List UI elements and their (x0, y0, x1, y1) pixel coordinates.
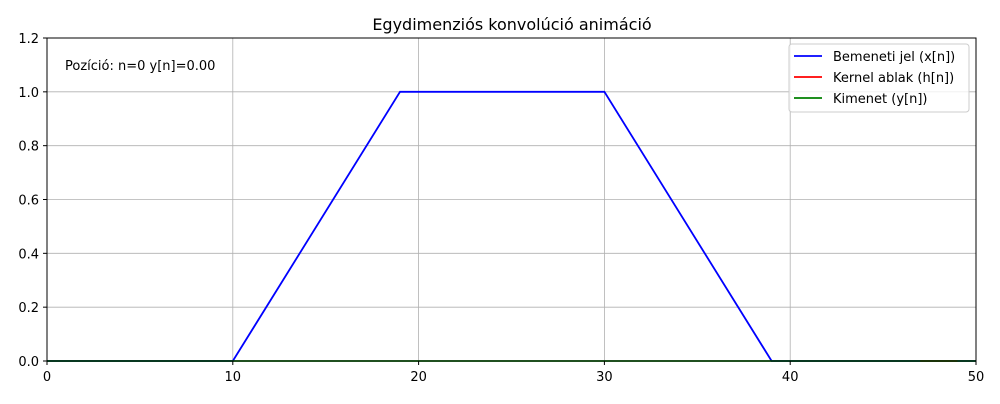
y-tick-label: 0.0 (18, 355, 39, 370)
x-tick-label: 30 (596, 370, 613, 385)
y-tick-label: 1.2 (18, 32, 39, 47)
chart-title: Egydimenziós konvolúció animáció (372, 15, 651, 34)
x-tick-label: 0 (43, 370, 51, 385)
legend-label-2: Kernel ablak (h[n]) (833, 71, 954, 86)
legend-label-3: Kimenet (y[n]) (833, 92, 928, 107)
y-tick-label: 0.2 (18, 301, 39, 316)
legend-box (788, 43, 970, 113)
legend-label-1: Bemeneti jel (x[n]) (833, 50, 955, 65)
axis-ticks: 0 10 20 30 40 50 0.0 0.2 0.4 0.6 0.8 1.0 1.2 (18, 32, 984, 385)
x-tick-label: 10 (225, 370, 242, 385)
x-tick-label: 50 (968, 370, 985, 385)
y-tick-label: 0.6 (18, 194, 39, 209)
y-tick-label: 0.4 (18, 247, 39, 262)
position-annotation: Pozíció: n=0 y[n]=0.00 (65, 59, 215, 74)
y-tick-label: 1.0 (18, 86, 39, 101)
y-tick-label: 0.8 (18, 140, 39, 155)
legend: Bemeneti jel (x[n]) Kernel ablak (h[n]) Ki… (788, 43, 970, 113)
x-tick-label: 20 (410, 370, 427, 385)
x-tick-label: 40 (782, 370, 799, 385)
